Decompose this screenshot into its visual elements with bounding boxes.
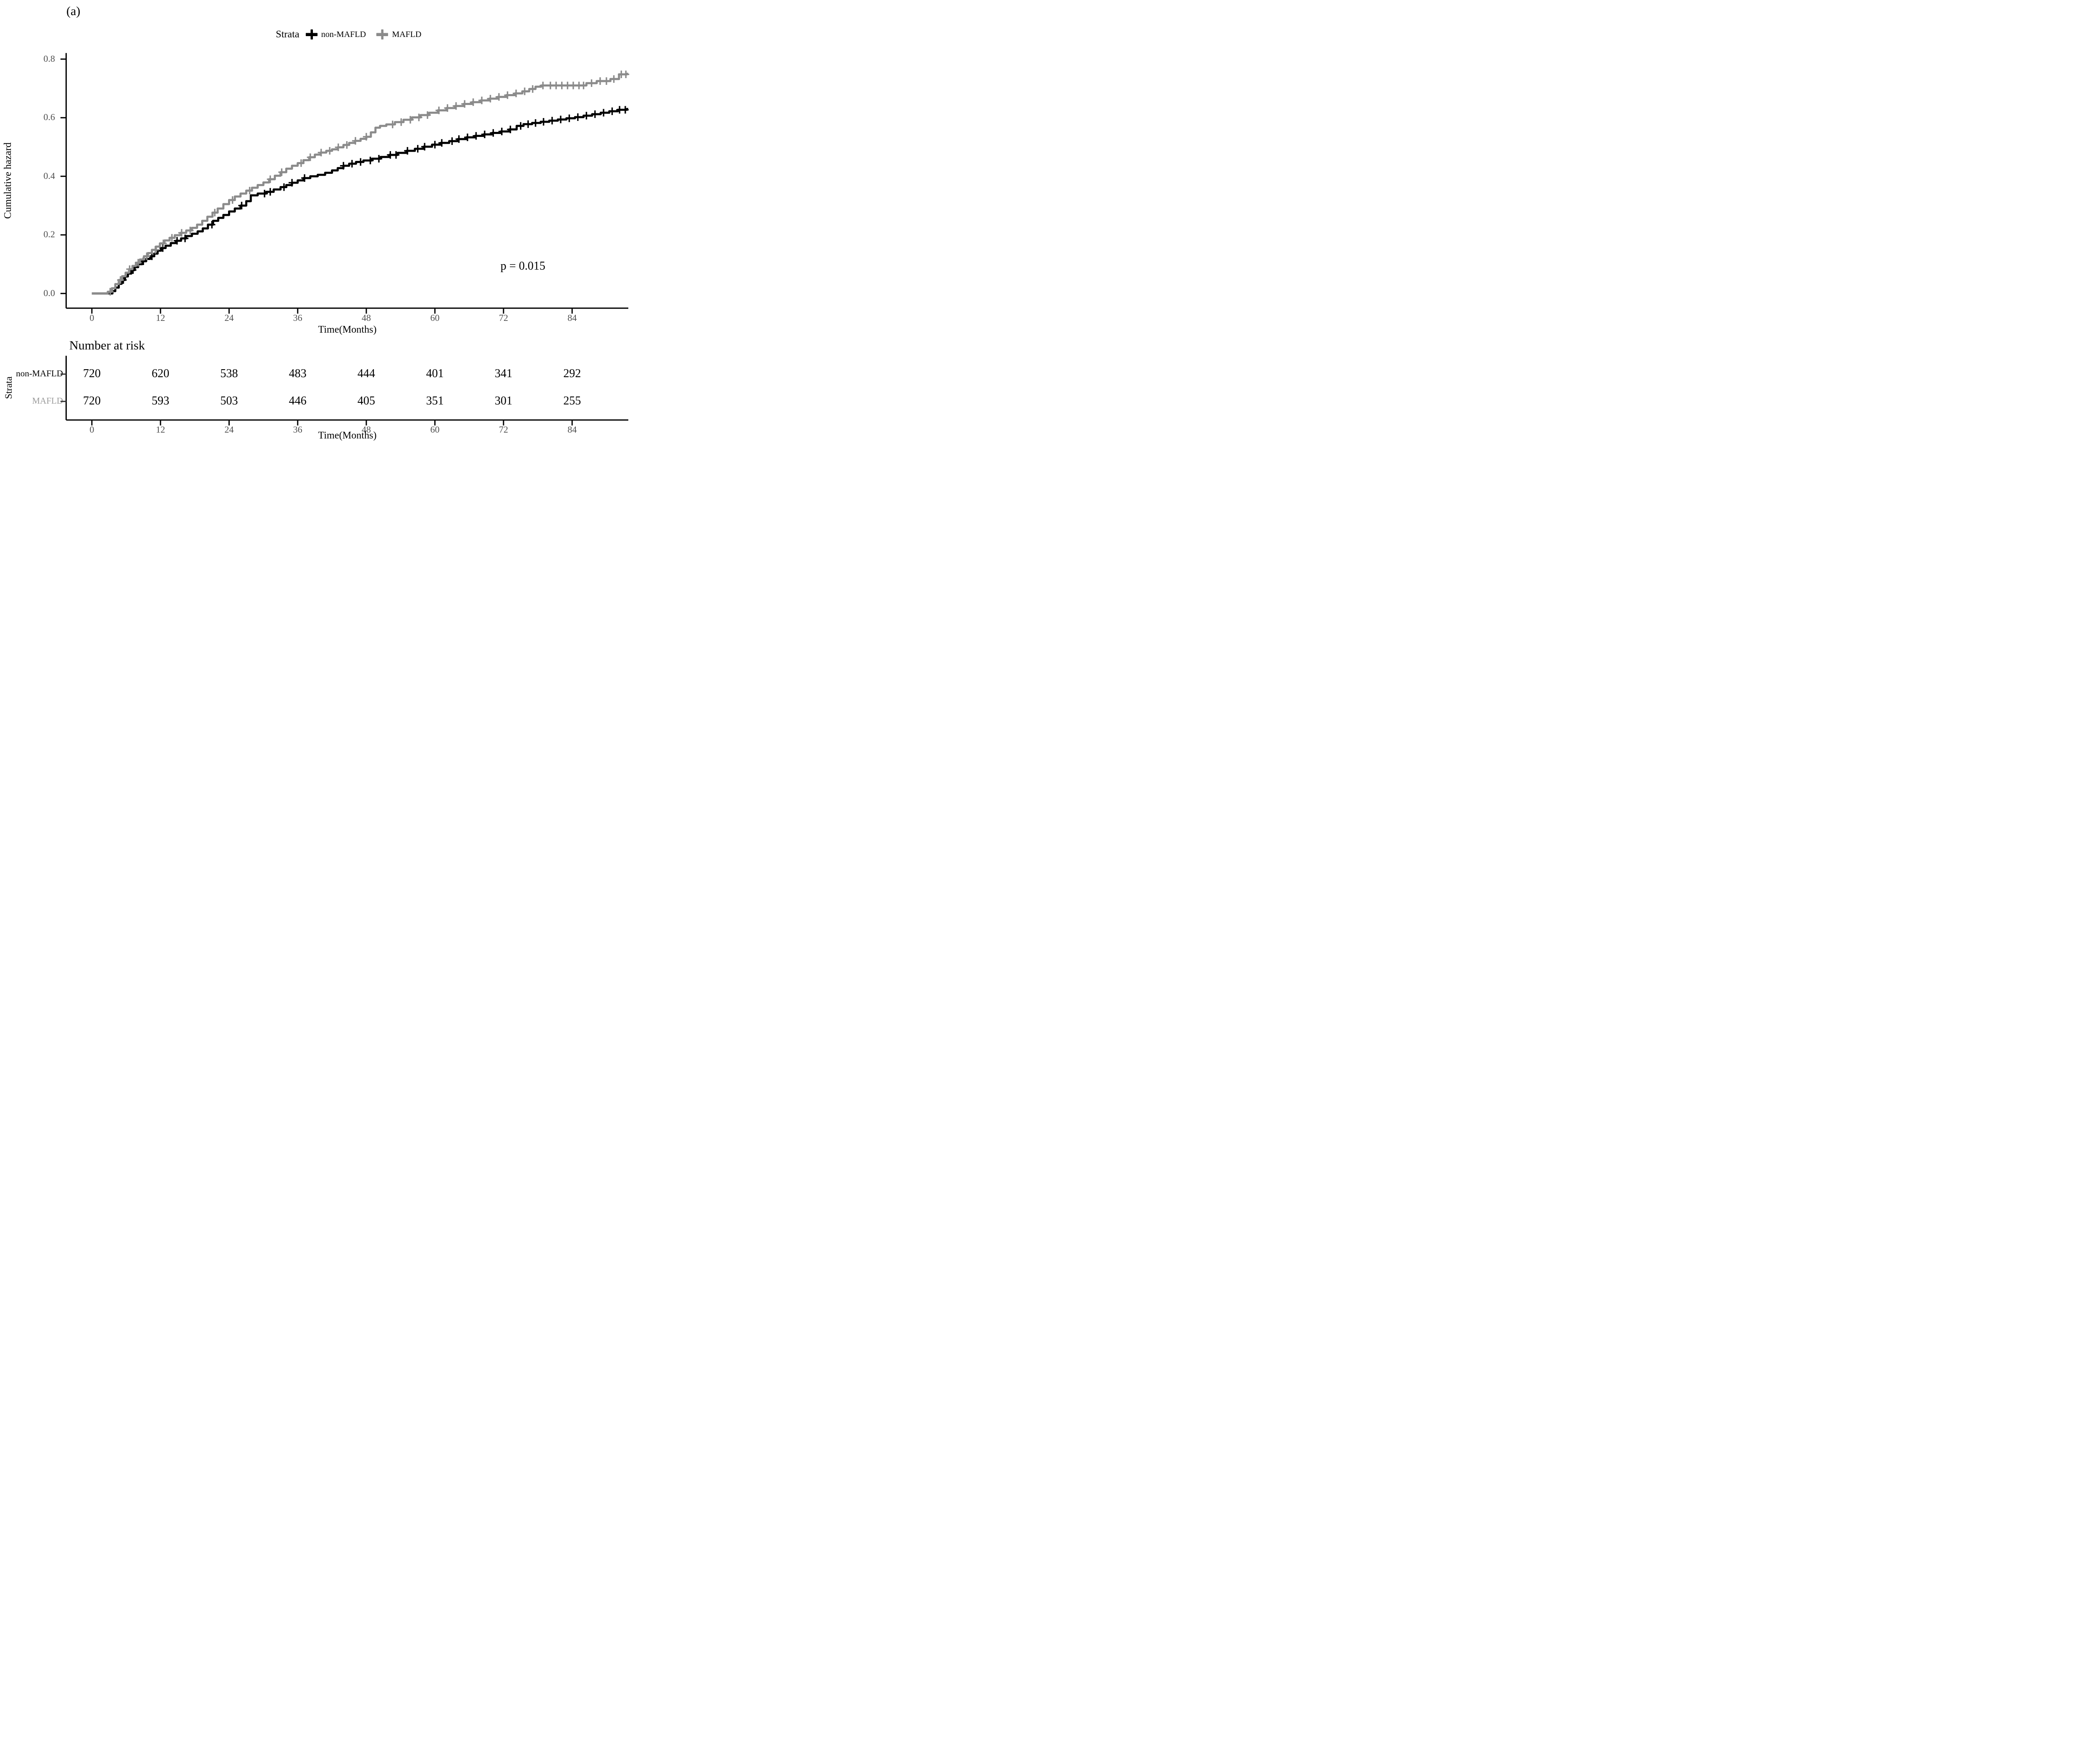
risk-number: 538 [220,367,238,380]
risk-number: 405 [357,394,375,407]
risk-x-tick-label: 24 [224,424,234,435]
risk-table-axis-label: Strata [3,376,14,399]
x-tick-label: 0 [89,312,94,323]
risk-x-tick-label: 36 [293,424,302,435]
x-tick-label: 48 [362,312,371,323]
y-tick-label: 0.2 [43,229,55,240]
x-tick-label: 60 [430,312,440,323]
risk-number: 301 [494,394,512,407]
y-tick-label: 0.4 [43,170,55,181]
risk-table-axes [60,356,628,425]
risk-row-label-MAFLD: MAFLD [32,395,63,406]
risk-x-tick-label: 60 [430,424,440,435]
x-tick-label: 72 [499,312,508,323]
legend-plus-icon [376,29,388,39]
legend-plus-icon [305,29,318,39]
legend-item-non-MAFLD: non-MAFLD [305,29,366,40]
legend-items: non-MAFLD MAFLD [305,29,421,40]
risk-number: 720 [83,394,101,407]
risk-number: 483 [289,367,307,380]
legend-item-label: MAFLD [392,29,422,39]
risk-number: 292 [563,367,581,380]
risk-number: 401 [426,367,444,380]
risk-number: 446 [289,394,307,407]
x-tick-label: 24 [224,312,234,323]
risk-number: 255 [563,394,581,407]
y-axis-title: Cumulative hazard [3,142,13,219]
legend: Strata non-MAFLD MAFLD [197,26,500,43]
y-tick-label: 0.0 [43,287,55,298]
legend-item-label: non-MAFLD [321,29,366,39]
y-tick-label: 0.8 [43,53,55,64]
risk-x-tick-label: 72 [499,424,508,435]
risk-number: 503 [220,394,238,407]
risk-table-x-axis-title: Time(Months) [318,430,377,441]
risk-table-title: Number at risk [69,339,145,352]
x-tick-label: 84 [567,312,577,323]
risk-row-label-non-MAFLD: non-MAFLD [16,368,63,378]
legend-item-MAFLD: MAFLD [376,29,421,40]
p-value-annotation: p = 0.015 [500,260,546,273]
risk-number: 341 [494,367,512,380]
risk-x-tick-label: 84 [567,424,577,435]
risk-number: 620 [152,367,170,380]
legend-title: Strata [276,29,299,40]
risk-x-tick-label: 12 [156,424,165,435]
risk-x-tick-label: 48 [362,424,371,435]
risk-number: 444 [357,367,375,380]
x-tick-label: 12 [156,312,165,323]
x-tick-label: 36 [293,312,302,323]
risk-x-tick-label: 0 [89,424,94,435]
panel-label: (a) [66,4,81,18]
x-axis-title: Time(Months) [318,324,377,335]
cumulative-hazard-plot [60,53,630,314]
y-tick-label: 0.6 [43,112,55,123]
figure-panel-a: (a) Strata non-MAFLD MAFLD Cumulative haz… [0,0,630,441]
risk-number: 593 [152,394,170,407]
risk-number: 720 [83,367,101,380]
risk-number: 351 [426,394,444,407]
